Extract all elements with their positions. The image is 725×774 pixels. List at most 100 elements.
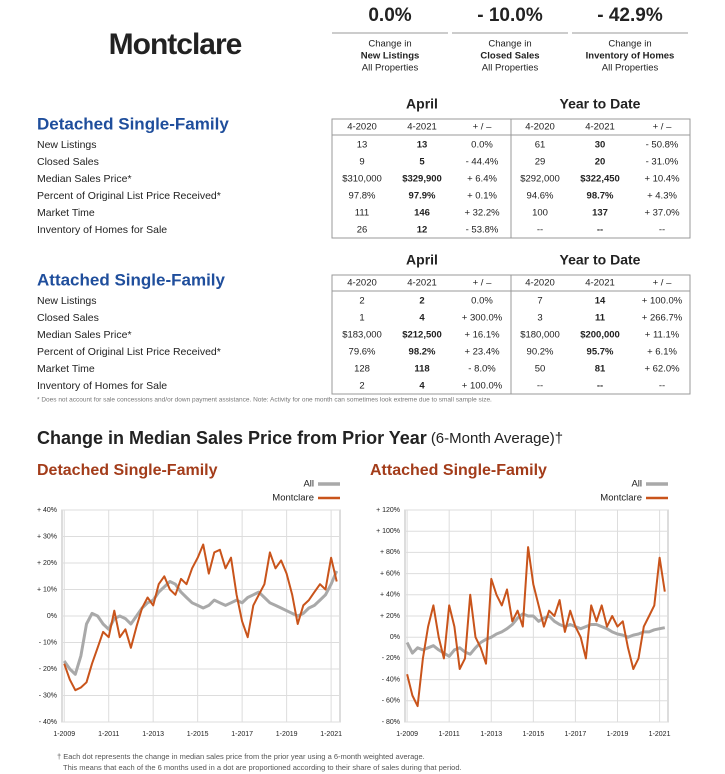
stat-label: All Properties bbox=[602, 63, 659, 74]
column-header: 4-2020 bbox=[525, 278, 555, 289]
cell: $200,000 bbox=[580, 330, 620, 341]
x-tick-label: 1-2015 bbox=[522, 731, 544, 738]
cell: 50 bbox=[535, 364, 546, 375]
cell: 98.2% bbox=[409, 347, 436, 358]
x-tick-label: 1-2017 bbox=[565, 731, 587, 738]
series-line bbox=[405, 612, 666, 658]
cell: + 100.0% bbox=[642, 296, 683, 307]
y-tick-label: - 30% bbox=[39, 692, 57, 699]
cell: -- bbox=[537, 225, 543, 236]
cell: 2 bbox=[419, 296, 424, 307]
cell: $310,000 bbox=[342, 174, 382, 185]
x-tick-label: 1-2017 bbox=[231, 731, 253, 738]
row-label: New Listings bbox=[37, 139, 97, 151]
y-tick-label: - 20% bbox=[382, 655, 400, 662]
x-tick-label: 1-2011 bbox=[98, 731, 119, 738]
legend-label: Montclare bbox=[272, 493, 314, 504]
stat-label: All Properties bbox=[362, 63, 419, 74]
row-label: Closed Sales bbox=[37, 156, 99, 168]
cell: 29 bbox=[535, 157, 546, 168]
series-line bbox=[406, 546, 666, 708]
cell: 13 bbox=[357, 140, 368, 151]
x-tick-label: 1-2019 bbox=[276, 731, 298, 738]
y-tick-label: - 60% bbox=[382, 698, 400, 705]
y-tick-label: + 120% bbox=[376, 507, 400, 514]
cell: + 0.1% bbox=[467, 191, 497, 202]
column-header: 4-2021 bbox=[585, 122, 615, 133]
cell: 100 bbox=[532, 208, 548, 219]
cell: 95.7% bbox=[587, 347, 614, 358]
column-header: 4-2021 bbox=[407, 122, 437, 133]
column-header: 4-2021 bbox=[585, 278, 615, 289]
stat-label: Change in bbox=[368, 39, 411, 50]
cell: 12 bbox=[417, 225, 428, 236]
cell: 11 bbox=[595, 313, 606, 324]
cell: 9 bbox=[359, 157, 364, 168]
cell: + 11.1% bbox=[645, 330, 680, 341]
row-label: Percent of Original List Price Received* bbox=[37, 346, 221, 358]
cell: 81 bbox=[595, 364, 606, 375]
stat-label: Inventory of Homes bbox=[586, 51, 675, 62]
cell: -- bbox=[597, 381, 603, 392]
cell: + 300.0% bbox=[462, 313, 503, 324]
series-line bbox=[62, 570, 339, 676]
stat-value: - 42.9% bbox=[597, 5, 663, 26]
cell: 79.6% bbox=[349, 347, 376, 358]
cell: 2 bbox=[359, 381, 364, 392]
cell: 20 bbox=[595, 157, 606, 168]
cell: 1 bbox=[359, 313, 364, 324]
cell: 30 bbox=[595, 140, 606, 151]
group-header: Year to Date bbox=[560, 252, 641, 268]
x-tick-label: 1-2013 bbox=[142, 731, 164, 738]
cell: 137 bbox=[592, 208, 608, 219]
cell: + 100.0% bbox=[462, 381, 503, 392]
y-tick-label: + 80% bbox=[380, 549, 400, 556]
cell: 13 bbox=[417, 140, 428, 151]
cell: 97.8% bbox=[349, 191, 376, 202]
y-tick-label: - 10% bbox=[39, 639, 57, 646]
cell: - 44.4% bbox=[466, 157, 499, 168]
row-label: Inventory of Homes for Sale bbox=[37, 224, 167, 236]
cell: 94.6% bbox=[527, 191, 554, 202]
cell: 0.0% bbox=[471, 140, 493, 151]
stat-label: New Listings bbox=[361, 51, 420, 62]
cell: 26 bbox=[357, 225, 368, 236]
y-tick-label: + 20% bbox=[37, 560, 57, 567]
row-label: Percent of Original List Price Received* bbox=[37, 190, 221, 202]
cell: $183,000 bbox=[342, 330, 382, 341]
row-label: Market Time bbox=[37, 207, 95, 219]
cell: 5 bbox=[419, 157, 425, 168]
group-header: April bbox=[406, 96, 438, 112]
stat-label: Change in bbox=[608, 39, 651, 50]
y-tick-label: + 40% bbox=[37, 507, 57, 514]
y-tick-label: - 40% bbox=[382, 676, 400, 683]
cell: 118 bbox=[414, 364, 429, 375]
chart-note: This means that each of the 6 months use… bbox=[63, 763, 462, 772]
x-tick-label: 1-2015 bbox=[187, 731, 209, 738]
cell: - 8.0% bbox=[468, 364, 496, 375]
y-tick-label: + 60% bbox=[380, 570, 400, 577]
legend-label: All bbox=[631, 479, 642, 490]
column-header: 4-2020 bbox=[347, 122, 377, 133]
cell: - 53.8% bbox=[466, 225, 499, 236]
group-header: Year to Date bbox=[560, 96, 641, 112]
page-title: Montclare bbox=[109, 28, 242, 61]
cell: 7 bbox=[537, 296, 542, 307]
y-tick-label: + 30% bbox=[37, 533, 57, 540]
stat-value: - 10.0% bbox=[477, 5, 543, 26]
column-header: 4-2021 bbox=[407, 278, 437, 289]
chart-title: Attached Single-Family bbox=[370, 462, 547, 479]
x-tick-label: 1-2021 bbox=[320, 731, 342, 738]
cell: 111 bbox=[355, 208, 369, 219]
column-header: + / – bbox=[473, 278, 492, 289]
row-label: Market Time bbox=[37, 363, 95, 375]
cell: + 6.1% bbox=[647, 347, 677, 358]
cell: + 6.4% bbox=[467, 174, 497, 185]
cell: 4 bbox=[419, 381, 425, 392]
cell: $329,900 bbox=[402, 174, 442, 185]
column-header: 4-2020 bbox=[347, 278, 377, 289]
cell: -- bbox=[659, 225, 665, 236]
y-tick-label: 0% bbox=[47, 613, 57, 620]
section-title: Change in Median Sales Price from Prior … bbox=[37, 428, 563, 448]
